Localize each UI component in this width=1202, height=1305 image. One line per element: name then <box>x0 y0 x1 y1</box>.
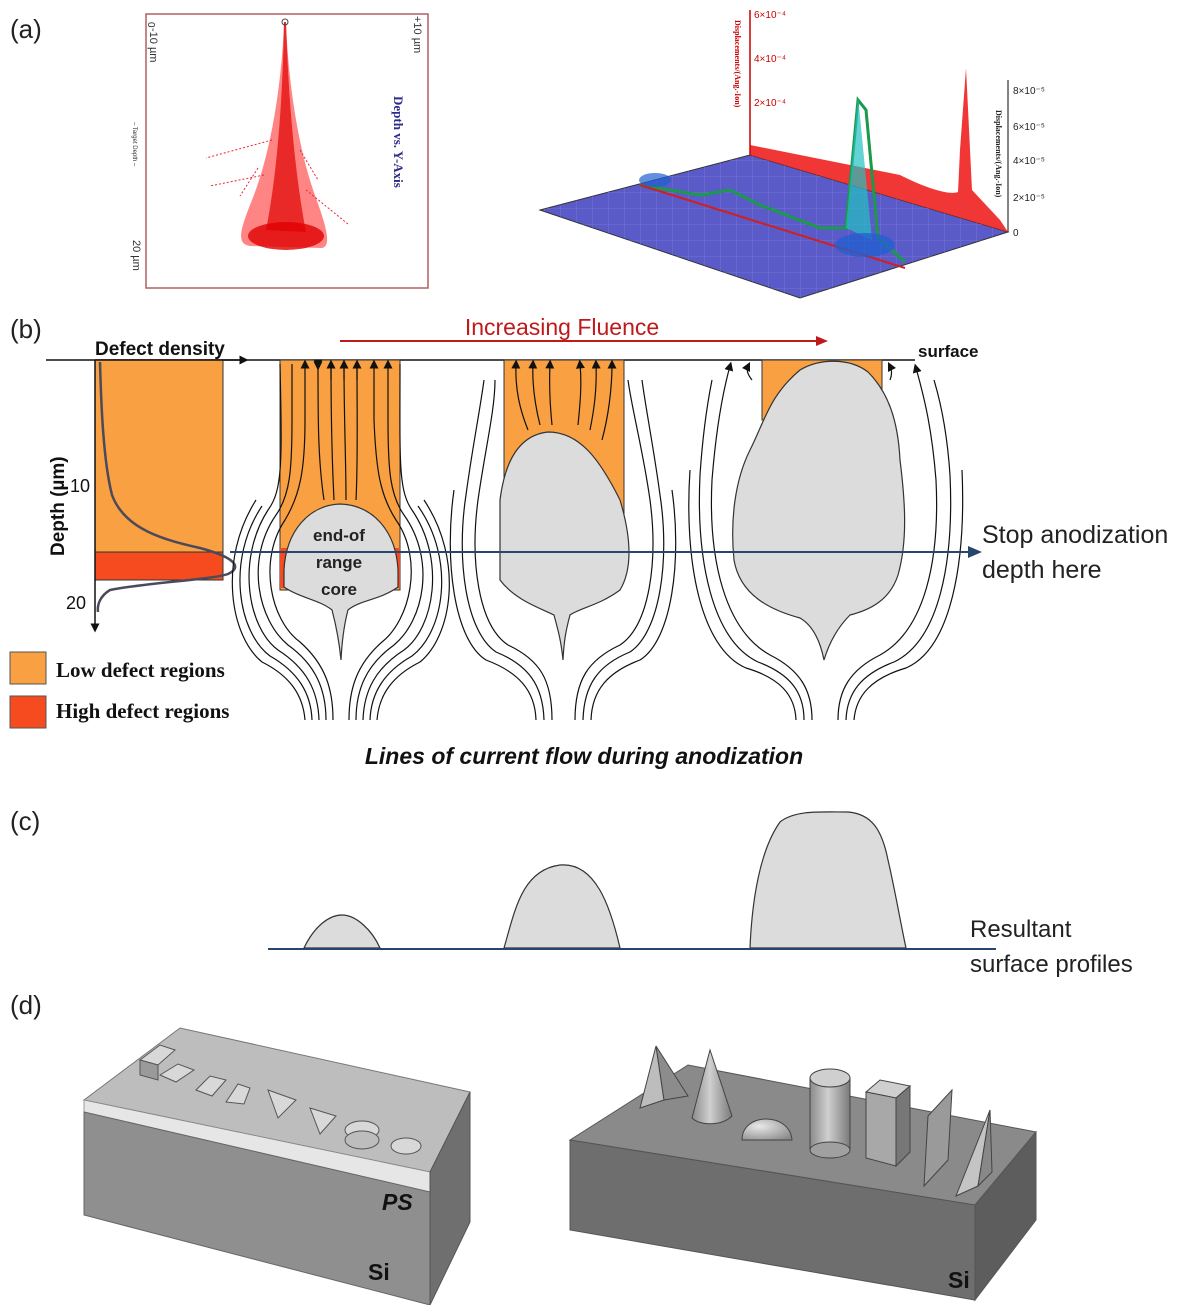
depth-axis-label: Depth (µm) <box>48 456 69 556</box>
increasing-fluence-label: Increasing Fluence <box>465 314 659 340</box>
defect-density-label: Defect density <box>95 339 225 360</box>
surface-profiles <box>268 811 996 950</box>
anodization-structure-high-fluence <box>688 359 964 721</box>
trim-right-top-label: +10 µm <box>411 16 423 53</box>
left-axis-title: Displacements/(Ang.-Ion) <box>733 20 742 108</box>
depth-tick-20: 20 <box>66 593 86 613</box>
porous-silicon-block: PS Si <box>82 1027 471 1305</box>
right-tick-1: 8×10⁻⁵ <box>1013 86 1045 97</box>
stop-anodization-line2: depth here <box>982 556 1102 584</box>
si-label-left: Si <box>368 1259 390 1285</box>
right-tick-5: 0 <box>1013 228 1019 239</box>
si-label-right: Si <box>948 1267 970 1293</box>
legend-swatch-low <box>9 651 47 685</box>
trim-mid-label: – Target Depth – <box>131 122 137 167</box>
core-label-line1: end-of <box>313 526 365 545</box>
stop-anodization-line1: Stop anodization <box>982 521 1168 549</box>
legend-swatch-high <box>9 695 47 729</box>
right-axis-title: Displacements/(Ang.-Ion) <box>994 110 1003 198</box>
right-tick-3: 4×10⁻⁵ <box>1013 156 1045 167</box>
legend-label-low: Low defect regions <box>56 658 225 682</box>
resultant-label-1: Resultant <box>970 916 1072 943</box>
core-label-line3: core <box>321 580 357 599</box>
panel-label-c: (c) <box>10 806 40 836</box>
defect-density-profile: Defect density Depth (µm) 10 20 <box>48 339 249 633</box>
ps-label: PS <box>382 1189 413 1215</box>
core-label-line2: range <box>316 553 362 572</box>
silicon-structures-block: Si <box>568 1045 1037 1302</box>
panel-label-d: (d) <box>10 990 42 1020</box>
legend-label-high: High defect regions <box>56 699 229 723</box>
trajectory-plot: 0 -10 µm +10 µm – Target Depth – 20 µm D… <box>130 13 429 289</box>
legend: Low defect regions High defect regions <box>9 651 229 729</box>
panel-label-a: (a) <box>10 14 42 44</box>
depth-tick-10: 10 <box>70 476 90 496</box>
left-tick-2: 4×10⁻⁴ <box>754 54 786 65</box>
ion-trajectory-cone <box>205 18 349 250</box>
current-flow-caption: Lines of current flow during anodization <box>365 743 803 769</box>
trim-bottom-label: 20 µm <box>130 240 142 271</box>
resultant-label-2: surface profiles <box>970 951 1133 978</box>
left-tick-1: 6×10⁻⁴ <box>754 10 786 21</box>
left-tick-3: 2×10⁻⁴ <box>754 98 786 109</box>
displacement-3d-plot: Displacements/(Ang.-Ion) 6×10⁻⁴ 4×10⁻⁴ 2… <box>538 10 1045 299</box>
trim-left-top-label: -10 µm <box>147 28 159 62</box>
right-tick-2: 6×10⁻⁵ <box>1013 122 1045 133</box>
surface-label: surface <box>918 342 978 361</box>
panel-label-b: (b) <box>10 314 42 344</box>
trim-zero-label: 0 <box>145 22 156 28</box>
trim-side-title: Depth vs. Y-Axis <box>391 96 406 188</box>
anodization-structure-mid-fluence <box>449 359 677 721</box>
right-tick-4: 2×10⁻⁵ <box>1013 193 1045 204</box>
anodization-structure-low-fluence: end-of range core <box>231 359 450 721</box>
